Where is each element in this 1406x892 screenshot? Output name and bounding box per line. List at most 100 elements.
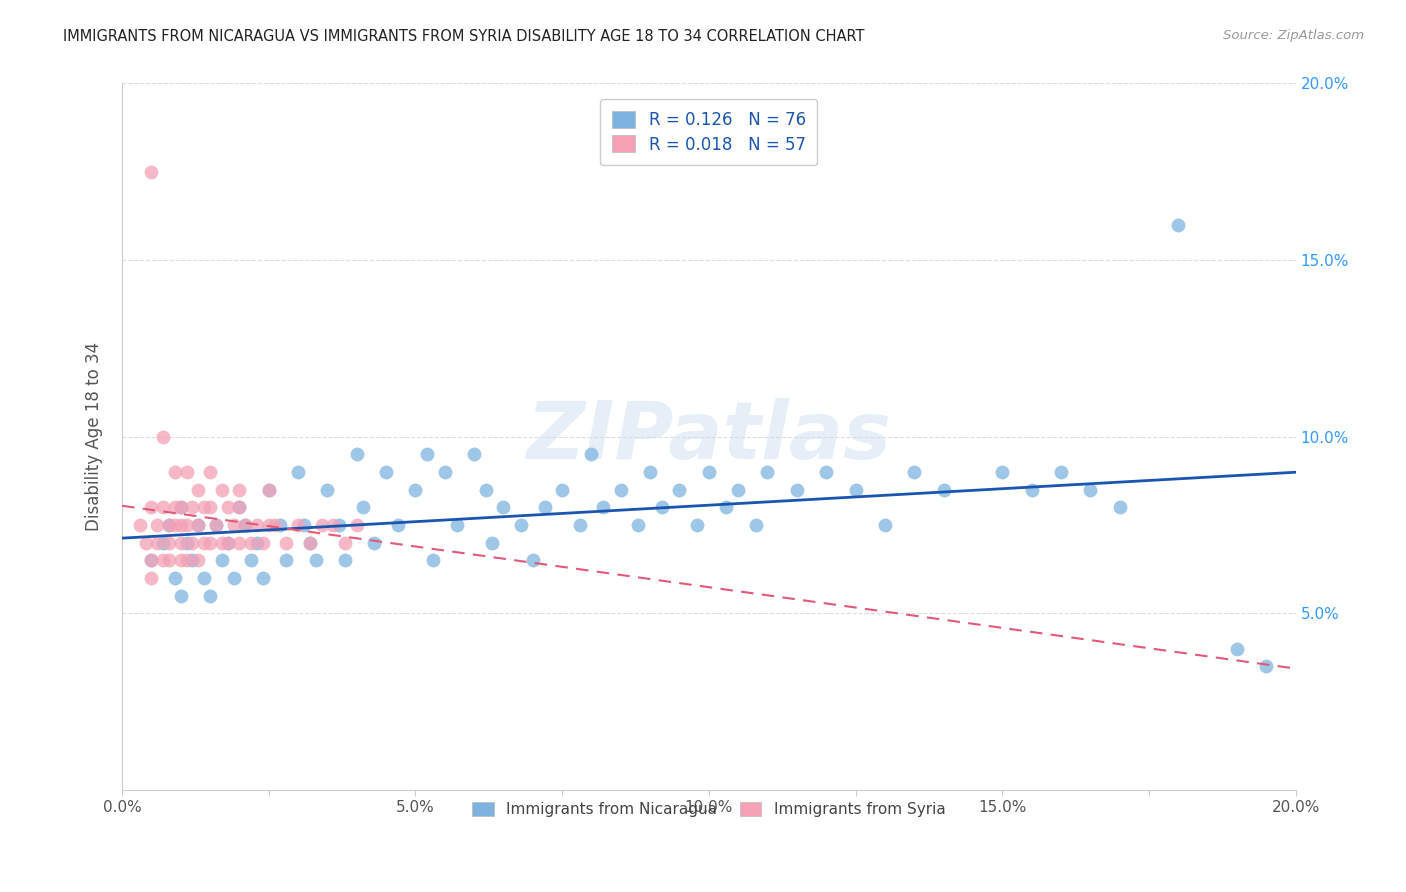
- Point: [233, 518, 256, 533]
- Point: [638, 465, 661, 479]
- Point: [533, 500, 555, 515]
- Point: [157, 553, 180, 567]
- Point: [311, 518, 333, 533]
- Point: [187, 518, 209, 533]
- Point: [1021, 483, 1043, 497]
- Point: [581, 447, 603, 461]
- Point: [522, 553, 544, 567]
- Point: [287, 465, 309, 479]
- Point: [141, 500, 163, 515]
- Point: [375, 465, 398, 479]
- Point: [163, 571, 186, 585]
- Point: [298, 535, 321, 549]
- Point: [298, 535, 321, 549]
- Point: [481, 535, 503, 549]
- Point: [333, 535, 356, 549]
- Point: [146, 518, 169, 533]
- Point: [492, 500, 515, 515]
- Point: [627, 518, 650, 533]
- Point: [152, 553, 174, 567]
- Point: [287, 518, 309, 533]
- Point: [170, 500, 193, 515]
- Point: [252, 535, 274, 549]
- Point: [610, 483, 633, 497]
- Point: [228, 500, 250, 515]
- Point: [170, 518, 193, 533]
- Point: [193, 571, 215, 585]
- Point: [991, 465, 1014, 479]
- Point: [181, 553, 204, 567]
- Point: [346, 447, 368, 461]
- Point: [217, 535, 239, 549]
- Point: [873, 518, 896, 533]
- Point: [157, 518, 180, 533]
- Point: [269, 518, 291, 533]
- Text: ZIPatlas: ZIPatlas: [526, 398, 891, 475]
- Text: Source: ZipAtlas.com: Source: ZipAtlas.com: [1223, 29, 1364, 42]
- Point: [176, 518, 198, 533]
- Point: [163, 500, 186, 515]
- Point: [510, 518, 533, 533]
- Point: [141, 165, 163, 179]
- Point: [346, 518, 368, 533]
- Legend: Immigrants from Nicaragua, Immigrants from Syria: Immigrants from Nicaragua, Immigrants fr…: [465, 794, 953, 825]
- Point: [141, 553, 163, 567]
- Point: [152, 535, 174, 549]
- Point: [903, 465, 925, 479]
- Point: [257, 483, 280, 497]
- Point: [211, 553, 233, 567]
- Point: [205, 518, 228, 533]
- Point: [446, 518, 468, 533]
- Point: [1167, 218, 1189, 232]
- Point: [228, 535, 250, 549]
- Point: [363, 535, 385, 549]
- Point: [422, 553, 444, 567]
- Point: [246, 535, 269, 549]
- Point: [181, 500, 204, 515]
- Point: [198, 589, 221, 603]
- Point: [211, 535, 233, 549]
- Point: [187, 518, 209, 533]
- Point: [333, 553, 356, 567]
- Point: [756, 465, 779, 479]
- Point: [745, 518, 768, 533]
- Text: IMMIGRANTS FROM NICARAGUA VS IMMIGRANTS FROM SYRIA DISABILITY AGE 18 TO 34 CORRE: IMMIGRANTS FROM NICARAGUA VS IMMIGRANTS …: [63, 29, 865, 44]
- Point: [152, 500, 174, 515]
- Point: [134, 535, 156, 549]
- Point: [240, 535, 263, 549]
- Point: [257, 518, 280, 533]
- Point: [668, 483, 690, 497]
- Point: [697, 465, 720, 479]
- Point: [1226, 641, 1249, 656]
- Point: [246, 518, 269, 533]
- Point: [1256, 659, 1278, 673]
- Point: [844, 483, 866, 497]
- Point: [387, 518, 409, 533]
- Point: [1078, 483, 1101, 497]
- Point: [146, 535, 169, 549]
- Point: [568, 518, 591, 533]
- Point: [211, 483, 233, 497]
- Point: [157, 518, 180, 533]
- Point: [257, 483, 280, 497]
- Point: [433, 465, 456, 479]
- Point: [141, 553, 163, 567]
- Point: [475, 483, 498, 497]
- Point: [727, 483, 749, 497]
- Point: [686, 518, 709, 533]
- Point: [187, 483, 209, 497]
- Point: [128, 518, 150, 533]
- Point: [228, 483, 250, 497]
- Point: [228, 500, 250, 515]
- Point: [233, 518, 256, 533]
- Point: [163, 518, 186, 533]
- Point: [592, 500, 614, 515]
- Point: [328, 518, 350, 533]
- Point: [176, 553, 198, 567]
- Point: [240, 553, 263, 567]
- Point: [276, 553, 298, 567]
- Point: [416, 447, 439, 461]
- Point: [786, 483, 808, 497]
- Point: [404, 483, 426, 497]
- Point: [193, 500, 215, 515]
